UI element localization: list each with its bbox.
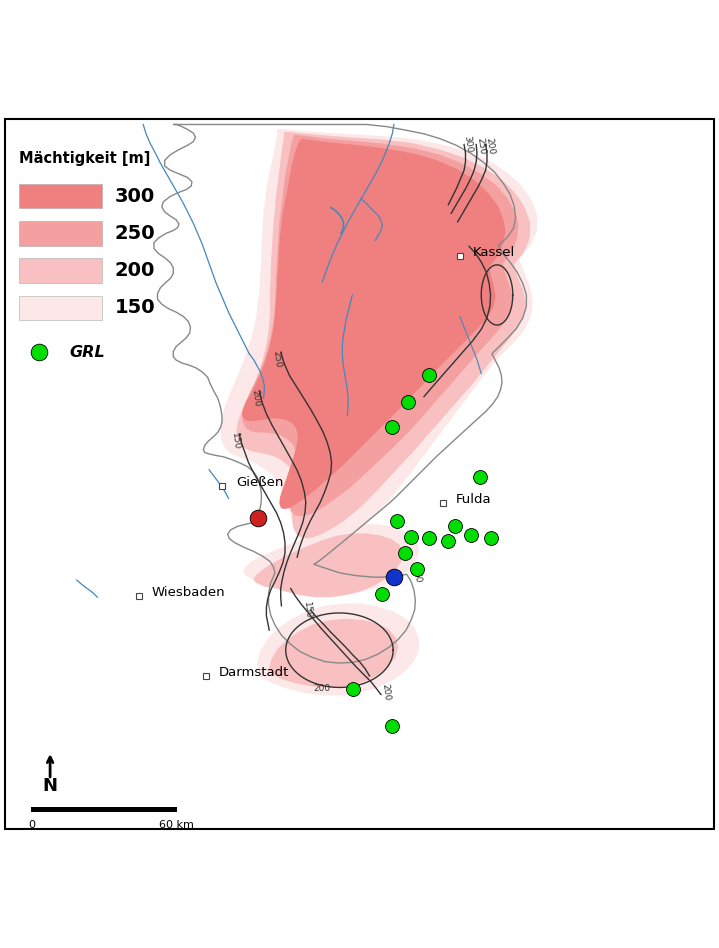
Polygon shape [257, 604, 419, 695]
Text: 50: 50 [411, 571, 422, 583]
Polygon shape [237, 132, 530, 538]
Text: 150: 150 [230, 432, 241, 450]
Bar [19, 296, 101, 320]
Text: N: N [42, 776, 58, 794]
Text: 150: 150 [302, 601, 313, 619]
Text: 250: 250 [114, 224, 155, 243]
Text: 200: 200 [250, 389, 261, 407]
Text: Mächtigkeit [m]: Mächtigkeit [m] [19, 152, 151, 166]
Bar [19, 221, 101, 246]
Polygon shape [242, 135, 518, 516]
Text: 200: 200 [114, 261, 155, 280]
Polygon shape [244, 524, 419, 595]
Text: Wiesbaden: Wiesbaden [152, 586, 226, 599]
Text: 60 km: 60 km [160, 820, 194, 830]
Text: Fulda: Fulda [456, 493, 492, 506]
Text: 250: 250 [271, 351, 282, 369]
Polygon shape [221, 129, 537, 546]
Text: Kassel: Kassel [472, 246, 515, 259]
Text: 150: 150 [114, 299, 155, 318]
Text: 300: 300 [463, 136, 474, 154]
Text: 0: 0 [28, 820, 35, 830]
Text: Darmstadt: Darmstadt [219, 665, 289, 679]
Bar [19, 259, 101, 283]
Text: Gießen: Gießen [237, 476, 284, 489]
Text: 200: 200 [484, 137, 495, 155]
Text: 200: 200 [313, 684, 331, 693]
Text: 200: 200 [380, 683, 392, 701]
Text: 250: 250 [475, 137, 486, 155]
Bar [19, 184, 101, 209]
Text: 300: 300 [114, 187, 155, 206]
Polygon shape [254, 534, 403, 597]
Bar [32, 807, 177, 812]
Text: GRL: GRL [70, 345, 105, 359]
Polygon shape [270, 619, 398, 687]
Polygon shape [242, 138, 505, 509]
